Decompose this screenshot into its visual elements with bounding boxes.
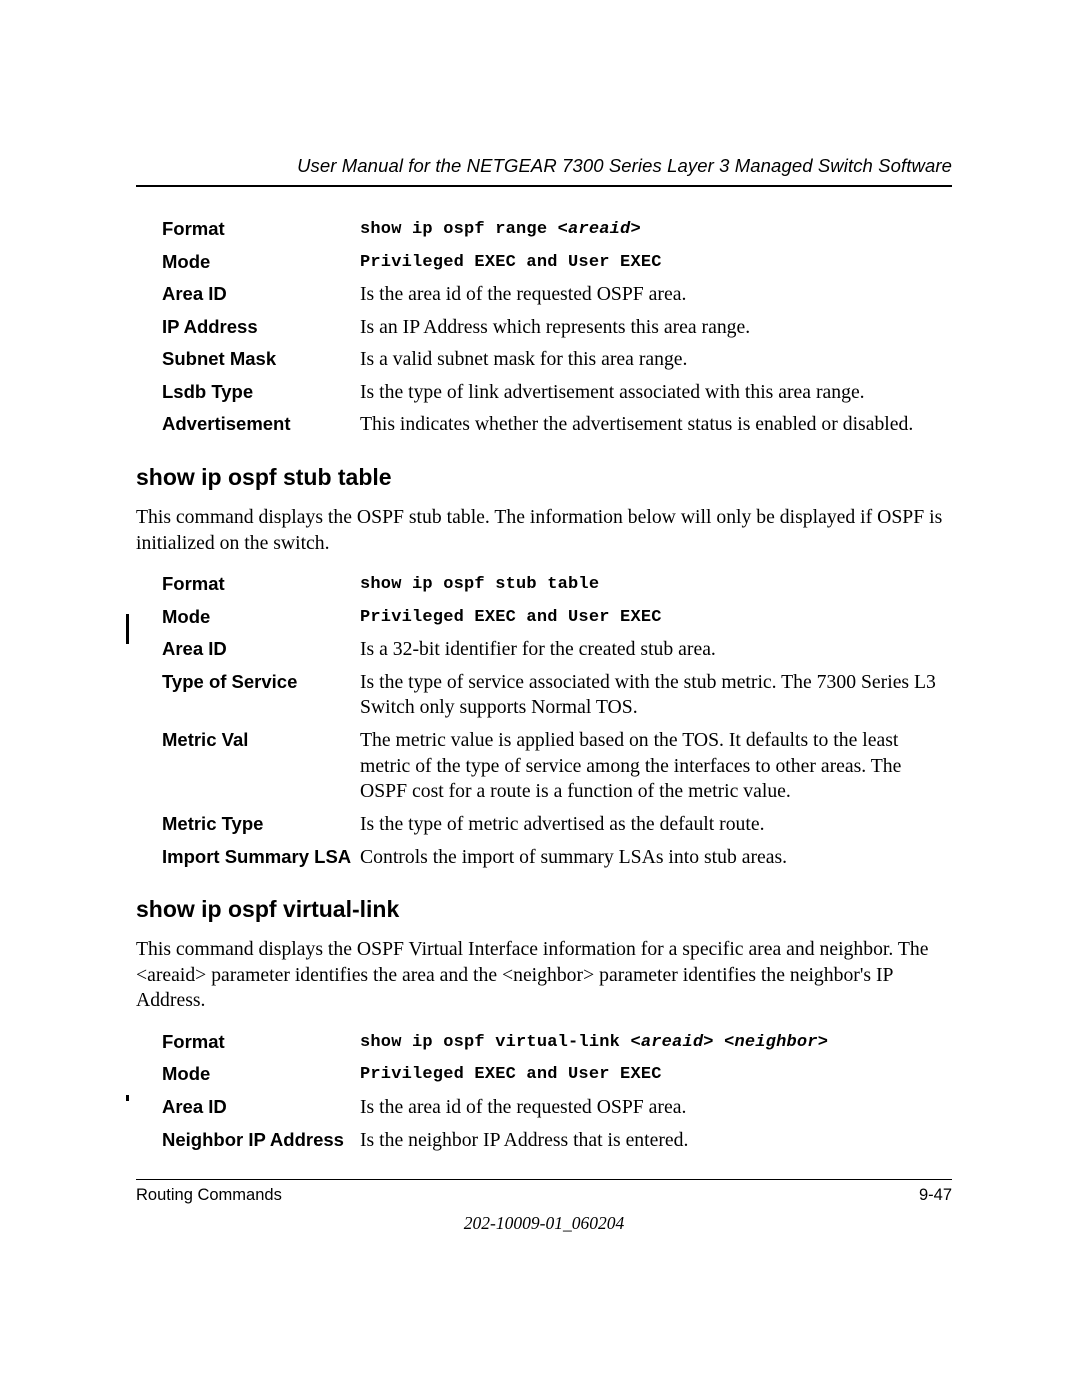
def-value: show ip ospf stub table <box>360 572 952 598</box>
def-value: Is the area id of the requested OSPF are… <box>360 1095 952 1121</box>
def-value: Is the type of link advertisement associ… <box>360 380 952 406</box>
definition-list: Format show ip ospf range <areaid> Mode … <box>162 217 952 438</box>
footer-left: Routing Commands <box>136 1186 282 1205</box>
def-value: show ip ospf range <areaid> <box>360 217 952 243</box>
def-value: show ip ospf virtual-link <areaid> <neig… <box>360 1030 952 1056</box>
header-rule <box>136 185 952 187</box>
section-heading: show ip ospf stub table <box>136 464 952 491</box>
def-value: Privileged EXEC and User EXEC <box>360 250 952 276</box>
def-label: Metric Type <box>162 812 360 837</box>
def-value: Is the neighbor IP Address that is enter… <box>360 1128 952 1154</box>
def-value: The metric value is applied based on the… <box>360 728 952 805</box>
def-label: Format <box>162 217 360 242</box>
def-label: Area ID <box>162 282 360 307</box>
def-value: This indicates whether the advertisement… <box>360 412 952 438</box>
footer-docnum: 202-10009-01_060204 <box>136 1213 952 1234</box>
def-label: Advertisement <box>162 412 360 437</box>
definition-list: Format show ip ospf virtual-link <areaid… <box>162 1030 952 1153</box>
def-label: Format <box>162 572 360 597</box>
def-label: Mode <box>162 605 360 630</box>
definition-list: Format show ip ospf stub table Mode Priv… <box>162 572 952 870</box>
def-value: Is the type of service associated with t… <box>360 670 952 721</box>
section-heading: show ip ospf virtual-link <box>136 896 952 923</box>
def-label: Format <box>162 1030 360 1055</box>
def-label: Import Summary LSA <box>162 845 360 870</box>
revision-bar <box>126 614 129 644</box>
footer-line: Routing Commands 9-47 <box>136 1186 952 1205</box>
def-label: Type of Service <box>162 670 360 695</box>
def-value: Is a 32-bit identifier for the created s… <box>360 637 952 663</box>
def-value: Is a valid subnet mask for this area ran… <box>360 347 952 373</box>
footer-rule <box>136 1179 952 1180</box>
footer-page-number: 9-47 <box>919 1186 952 1205</box>
def-label: Subnet Mask <box>162 347 360 372</box>
def-label: IP Address <box>162 315 360 340</box>
body-paragraph: This command displays the OSPF Virtual I… <box>136 937 952 1014</box>
def-value: Is the type of metric advertised as the … <box>360 812 952 838</box>
def-value: Is an IP Address which represents this a… <box>360 315 952 341</box>
def-label: Mode <box>162 1062 360 1087</box>
def-value: Privileged EXEC and User EXEC <box>360 605 952 631</box>
def-label: Neighbor IP Address <box>162 1128 360 1153</box>
def-label: Metric Val <box>162 728 360 753</box>
def-label: Area ID <box>162 1095 360 1120</box>
def-label: Lsdb Type <box>162 380 360 405</box>
revision-bar <box>126 1095 129 1101</box>
running-header: User Manual for the NETGEAR 7300 Series … <box>136 155 952 177</box>
def-label: Area ID <box>162 637 360 662</box>
body-paragraph: This command displays the OSPF stub tabl… <box>136 505 952 556</box>
def-label: Mode <box>162 250 360 275</box>
def-value: Controls the import of summary LSAs into… <box>360 845 952 871</box>
def-value: Is the area id of the requested OSPF are… <box>360 282 952 308</box>
def-value: Privileged EXEC and User EXEC <box>360 1062 952 1088</box>
